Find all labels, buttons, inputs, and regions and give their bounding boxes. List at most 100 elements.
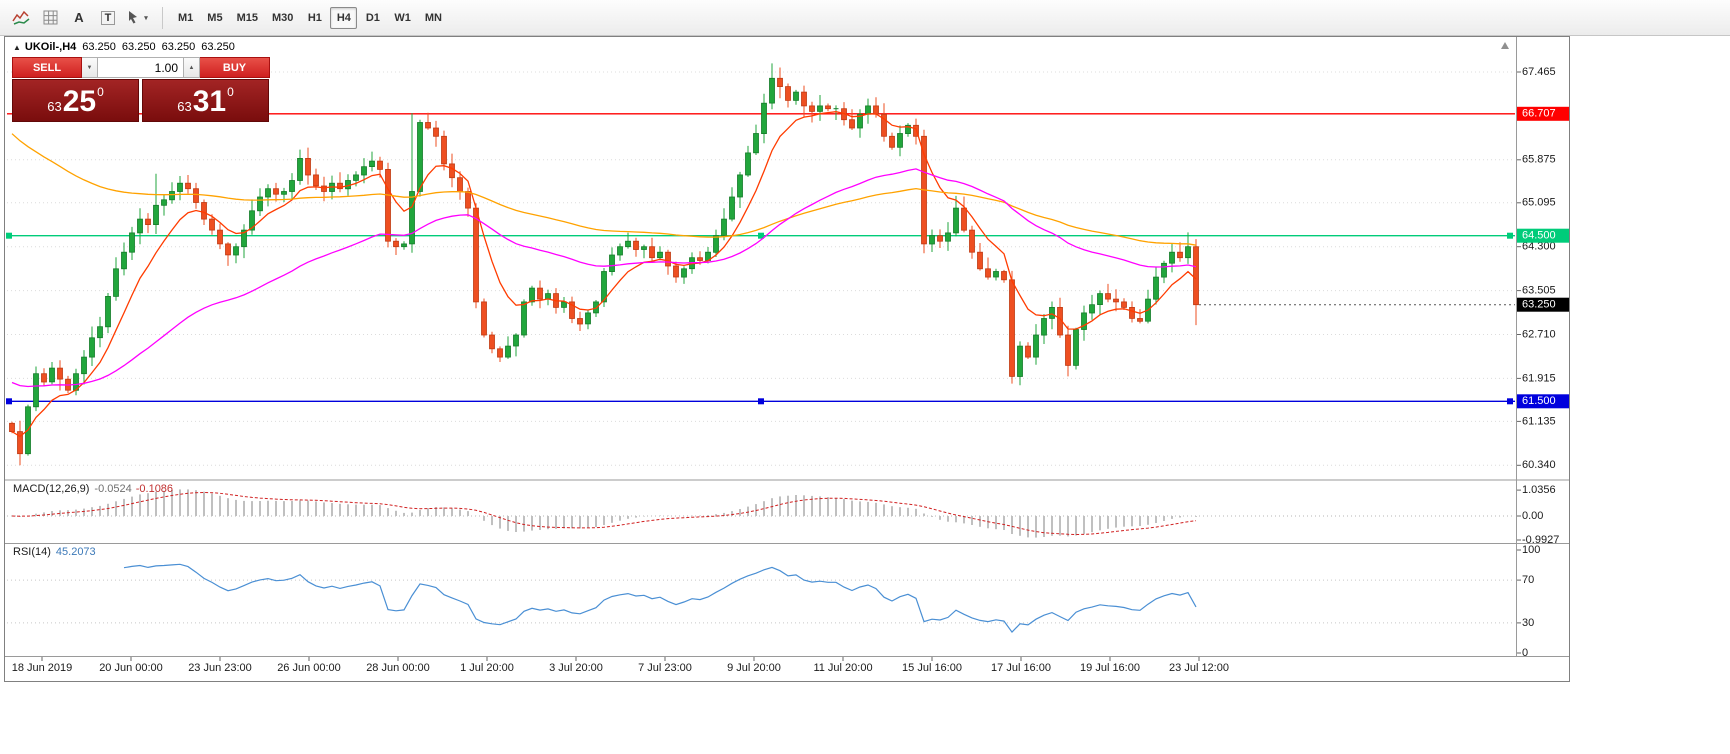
candle — [81, 356, 87, 375]
timeframe-m1-button[interactable]: M1 — [178, 11, 194, 24]
candle — [321, 185, 327, 192]
candle — [465, 191, 471, 209]
candle — [121, 251, 127, 270]
hline-handle[interactable] — [758, 398, 764, 405]
candle — [353, 174, 359, 181]
candle — [1065, 334, 1071, 366]
hline-handle[interactable] — [758, 232, 764, 239]
candle — [537, 287, 543, 300]
macd-signal-value: -0.1086 — [135, 483, 174, 495]
rsi-axis-label: 30 — [1522, 617, 1534, 629]
timeframe-m15-button[interactable]: M15 — [236, 11, 258, 24]
timeframe-m5-button[interactable]: M5 — [207, 11, 223, 24]
rsi-line — [123, 563, 1197, 634]
panel-frames — [5, 37, 1569, 657]
symbol-info-line: ▲ UKOil-,H4 63.250 63.250 63.250 63.250 — [13, 41, 241, 53]
sell-button[interactable]: SELL — [12, 57, 82, 78]
sell-price-head: 63 — [47, 99, 62, 114]
rsi-axis-label: 70 — [1522, 574, 1534, 586]
hline-handle[interactable] — [6, 232, 12, 239]
candle — [929, 235, 935, 245]
candle — [697, 257, 703, 261]
price-tag-current-label: 63.250 — [1522, 299, 1556, 311]
hline-61.500[interactable] — [6, 398, 1515, 405]
candle — [393, 240, 399, 248]
indicator-list-icon[interactable] — [8, 5, 34, 31]
price-tag-current[interactable]: 63.250 — [1517, 297, 1569, 312]
cursor-tool-icon[interactable]: ▾ — [124, 5, 150, 31]
time-tick-label: 23 Jun 23:00 — [188, 662, 252, 674]
candle — [209, 218, 215, 231]
candle — [729, 196, 735, 220]
candle — [137, 218, 143, 234]
candle — [761, 102, 767, 134]
chart-shift-marker[interactable] — [1501, 42, 1509, 49]
buy-button[interactable]: BUY — [200, 57, 270, 78]
candle — [1025, 345, 1031, 358]
candle — [1049, 306, 1055, 319]
price-scale[interactable]: 67.465 65.875 65.095 64.300 63.505 62.710 61.9… — [1517, 66, 1556, 471]
hline-handle[interactable] — [1507, 398, 1513, 405]
candle — [713, 235, 719, 253]
price-tick-label: 64.300 — [1522, 241, 1556, 253]
timeframe-w1-button[interactable]: W1 — [394, 11, 411, 24]
candle — [897, 133, 903, 148]
time-tick-label: 18 Jun 2019 — [12, 662, 73, 674]
macd-axis-label: 0.00 — [1522, 510, 1543, 522]
timeframe-h1-button[interactable]: H1 — [307, 11, 322, 24]
candle — [889, 135, 895, 148]
candle — [257, 196, 263, 212]
candle — [497, 348, 503, 358]
candle — [1137, 318, 1143, 322]
candle — [89, 337, 95, 358]
hline-handle[interactable] — [6, 398, 12, 405]
price-tag-66.707[interactable]: 66.707 — [1517, 106, 1569, 121]
grid-icon[interactable] — [37, 5, 63, 31]
candle — [873, 105, 879, 115]
buy-price-display[interactable]: 63 31 0 — [142, 79, 269, 122]
candle — [41, 373, 47, 383]
volume-input[interactable] — [98, 57, 184, 78]
timeframe-d1-button[interactable]: D1 — [365, 11, 380, 24]
candle — [1041, 318, 1047, 336]
candle — [1185, 246, 1191, 259]
candle — [241, 229, 247, 248]
collapse-icon[interactable]: ▲ — [13, 42, 21, 52]
candle — [129, 232, 135, 253]
volume-decrease-button[interactable]: ▼ — [82, 57, 98, 78]
candle — [217, 229, 223, 245]
timeframe-m30-button[interactable]: M30 — [271, 11, 294, 24]
candle — [385, 168, 391, 242]
label-tool-icon[interactable]: A — [74, 10, 84, 25]
price-tag-66.707-label: 66.707 — [1522, 108, 1556, 120]
candle — [673, 265, 679, 278]
buy-price-head: 63 — [177, 99, 192, 114]
candle — [473, 207, 479, 303]
hline-handle[interactable] — [1507, 232, 1513, 239]
timeframe-h4-button[interactable]: H4 — [330, 6, 358, 29]
sell-price-display[interactable]: 63 25 0 — [12, 79, 139, 122]
rsi-axis-label: 0 — [1522, 647, 1528, 659]
candle — [305, 158, 311, 176]
text-tool-icon[interactable]: T — [95, 5, 121, 31]
timeframe-mn-button[interactable]: MN — [424, 11, 442, 24]
price-tag-61.500[interactable]: 61.500 — [1517, 394, 1569, 409]
price-tag-61.500-label: 61.500 — [1522, 395, 1556, 407]
candle — [441, 135, 447, 165]
hline-64.500[interactable] — [6, 232, 1515, 239]
candle — [801, 91, 807, 107]
candle — [785, 86, 791, 101]
candle — [337, 182, 343, 190]
candle — [625, 240, 631, 248]
time-tick-label: 3 Jul 20:00 — [549, 662, 603, 674]
price-tick-label: 65.095 — [1522, 197, 1556, 209]
time-axis[interactable]: 18 Jun 2019 20 Jun 00:00 23 Jun 23:00 26 Ju… — [12, 657, 1229, 674]
candle — [953, 207, 959, 234]
price-tag-64.500[interactable]: 64.500 — [1517, 228, 1569, 243]
candle — [569, 301, 575, 319]
volume-increase-button[interactable]: ▲ — [184, 57, 200, 78]
candle — [481, 301, 487, 336]
candle — [281, 191, 287, 195]
ohlc-high: 63.250 — [121, 41, 156, 53]
chart-canvas[interactable]: 67.465 65.875 65.095 64.300 63.505 62.710 61.9… — [5, 37, 1569, 681]
